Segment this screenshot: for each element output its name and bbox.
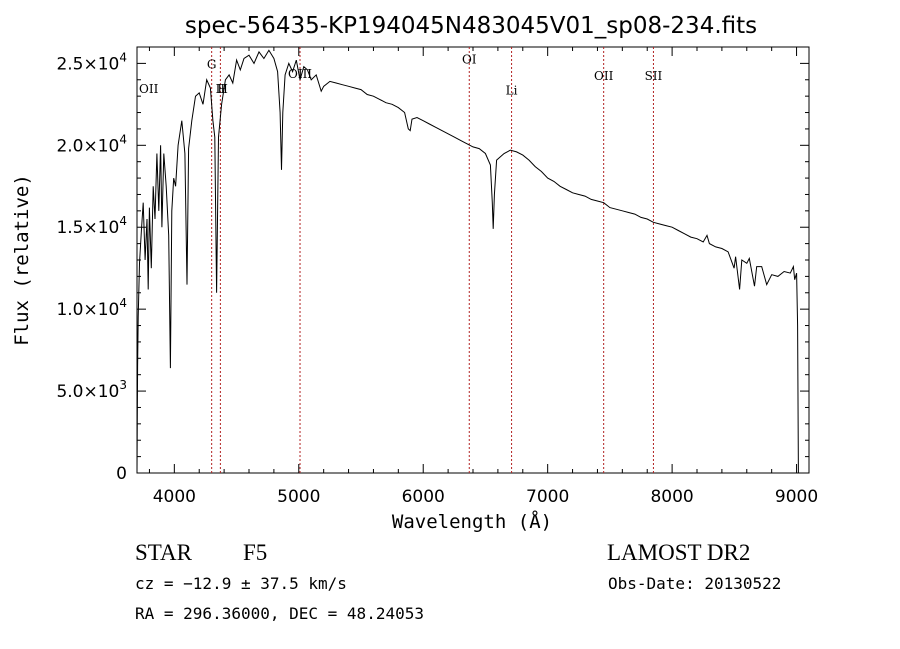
marker-label: OI	[462, 52, 477, 66]
marker-label: Li	[506, 84, 518, 98]
y-tick-label: 1.0×104	[56, 296, 127, 320]
marker-label: H	[217, 82, 227, 96]
x-axis-label: Wavelength (Å)	[392, 510, 552, 533]
y-tick-label: 1.5×104	[56, 214, 127, 238]
x-tick-label: 7000	[526, 487, 569, 507]
survey-name: LAMOST DR2	[607, 540, 751, 565]
marker-label: II	[216, 82, 226, 96]
x-tick-label: 4000	[153, 487, 196, 507]
x-tick-label: 5000	[277, 487, 320, 507]
redshift-readout: cz = −12.9 ± 37.5 km/s	[135, 574, 347, 593]
marker-label: OII	[139, 82, 159, 96]
observation-date: Obs-Date: 20130522	[608, 574, 782, 593]
marker-label: OIII	[288, 67, 312, 81]
x-tick-label: 9000	[775, 487, 818, 507]
x-axis: 4000 5000 6000 7000 8000 9000	[148, 47, 818, 507]
spectrum-series	[136, 49, 799, 474]
object-class: STAR	[135, 540, 192, 565]
spectrum-line	[136, 49, 799, 474]
y-tick-label: 5.0×103	[56, 378, 127, 402]
y-tick-label: 2.5×104	[56, 50, 127, 74]
x-tick-label: 8000	[650, 487, 693, 507]
object-subclass: F5	[243, 540, 268, 565]
chart-title: spec-56435-KP194045N483045V01_sp08-234.f…	[185, 13, 757, 39]
marker-label: SII	[645, 69, 663, 83]
x-tick-label: 6000	[402, 487, 445, 507]
y-axis: 0 5.0×103 1.0×104 1.5×104 2.0×104 2.5×104	[56, 50, 809, 484]
y-tick-label: 2.0×104	[56, 132, 127, 156]
coordinates-readout: RA = 296.36000, DEC = 48.24053	[135, 604, 424, 623]
marker-label: OII	[594, 69, 614, 83]
marker-label: G	[207, 57, 217, 71]
plot-frame	[136, 46, 810, 474]
marker-lines: G II OIII OI Li OII SII OII H	[139, 47, 663, 473]
y-tick-label: 0	[116, 464, 127, 484]
y-axis-label: Flux (relative)	[11, 174, 33, 346]
